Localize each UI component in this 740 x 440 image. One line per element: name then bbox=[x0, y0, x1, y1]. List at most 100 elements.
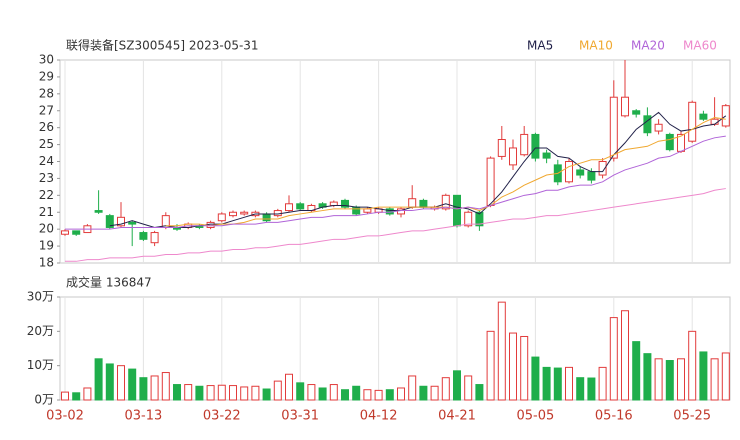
volume-bar bbox=[94, 358, 103, 401]
candle-body bbox=[632, 110, 641, 115]
x-tick-label: 03-22 bbox=[203, 409, 241, 424]
volume-bar bbox=[520, 335, 529, 401]
volume-bar bbox=[352, 385, 361, 401]
volume-bar bbox=[195, 385, 204, 401]
volume-bar bbox=[509, 332, 517, 401]
candle-body bbox=[419, 199, 428, 208]
candle-body bbox=[262, 213, 271, 222]
y-tick-label: 26 bbox=[39, 120, 54, 134]
x-tick-label: 04-12 bbox=[360, 409, 398, 424]
volume-bar bbox=[710, 358, 719, 401]
candle-body bbox=[341, 199, 349, 208]
volume-bar bbox=[240, 386, 249, 401]
volume-bar bbox=[251, 385, 260, 401]
volume-bar bbox=[553, 367, 562, 401]
volume-bar bbox=[609, 317, 618, 401]
candle-body bbox=[531, 133, 540, 159]
volume-bar bbox=[161, 372, 170, 401]
volume-bar bbox=[273, 380, 282, 401]
volume-bar bbox=[665, 360, 674, 401]
x-tick-label: 03-02 bbox=[46, 409, 84, 424]
candle-body bbox=[598, 161, 607, 176]
y-tick-label: 23 bbox=[39, 171, 54, 185]
volume-bar bbox=[307, 384, 316, 401]
volume-bar bbox=[206, 385, 215, 401]
candle-body bbox=[542, 152, 551, 159]
volume-bar bbox=[531, 356, 540, 401]
volume-bar bbox=[419, 385, 428, 401]
y-tick-label: 30 bbox=[39, 53, 54, 67]
legend-label: MA10 bbox=[579, 39, 613, 53]
y-tick-label: 25 bbox=[39, 137, 54, 151]
candle-body bbox=[105, 215, 114, 228]
volume-bar bbox=[329, 384, 338, 401]
price-frame bbox=[59, 59, 731, 264]
volume-bar bbox=[565, 366, 573, 401]
volume-bar bbox=[654, 358, 663, 401]
x-tick-label: 05-05 bbox=[517, 409, 555, 424]
volume-bar bbox=[341, 389, 349, 401]
volume-bar bbox=[262, 388, 271, 401]
candle-body bbox=[285, 203, 293, 212]
x-tick-label: 03-31 bbox=[281, 409, 319, 424]
volume-bar bbox=[72, 392, 81, 401]
volume-bar bbox=[598, 366, 607, 401]
candle-body bbox=[117, 216, 125, 227]
y-tick-label: 20 bbox=[39, 222, 54, 236]
volume-frame bbox=[59, 296, 731, 401]
y-tick-label: 24 bbox=[39, 154, 54, 168]
volume-bar bbox=[318, 387, 327, 401]
volume-bar bbox=[363, 389, 372, 401]
volume-bar bbox=[217, 384, 226, 401]
candle-body bbox=[61, 230, 69, 235]
y-tick-label: 29 bbox=[39, 69, 54, 83]
volume-bar bbox=[632, 341, 641, 401]
chart-title: 联得装备[SZ300545] 2023-05-31 bbox=[66, 38, 259, 53]
candle-body bbox=[576, 169, 585, 176]
legend-label: MA5 bbox=[527, 39, 553, 53]
volume-bar bbox=[475, 384, 484, 401]
candle-body bbox=[654, 123, 663, 132]
x-tick-label: 03-13 bbox=[125, 409, 163, 424]
y-tick-label: 18 bbox=[39, 256, 54, 270]
volume-bar bbox=[486, 330, 495, 401]
volume-bar bbox=[150, 375, 159, 401]
candle-body bbox=[710, 118, 719, 125]
volume-title: 成交量 136847 bbox=[66, 275, 152, 290]
x-tick-label: 04-21 bbox=[438, 409, 476, 424]
volume-bar bbox=[105, 363, 114, 401]
y-tick-label: 21 bbox=[39, 205, 54, 219]
candle-body bbox=[497, 139, 506, 157]
volume-bar bbox=[721, 352, 730, 401]
y-tick-label: 27 bbox=[39, 103, 54, 117]
volume-bar bbox=[699, 351, 708, 401]
volume-bar bbox=[83, 387, 92, 401]
candle-body bbox=[565, 161, 573, 183]
volume-bar bbox=[542, 366, 551, 401]
y-tick-label: 20万 bbox=[27, 324, 54, 338]
volume-bar bbox=[173, 384, 181, 401]
candle-body bbox=[72, 230, 81, 235]
candle-body bbox=[453, 194, 461, 227]
candle-body bbox=[520, 133, 529, 156]
volume-bar bbox=[285, 373, 293, 401]
candle-body bbox=[699, 113, 708, 120]
candle-body bbox=[464, 211, 473, 227]
candle-body bbox=[587, 171, 596, 181]
legend-label: MA20 bbox=[631, 39, 665, 53]
volume-bar bbox=[441, 377, 450, 401]
volume-bar bbox=[397, 387, 405, 401]
candle-body bbox=[229, 211, 237, 217]
candle-body bbox=[363, 208, 372, 213]
volume-bar bbox=[184, 384, 193, 401]
y-tick-label: 28 bbox=[39, 86, 54, 100]
y-tick-label: 30万 bbox=[27, 290, 54, 304]
x-tick-label: 05-25 bbox=[673, 409, 711, 424]
candle-body bbox=[296, 203, 305, 210]
candle-body bbox=[352, 206, 361, 215]
volume-bar bbox=[374, 389, 383, 401]
candle-body bbox=[94, 210, 103, 213]
candle-body bbox=[643, 115, 652, 134]
y-tick-label: 19 bbox=[39, 239, 54, 253]
volume-bar bbox=[430, 385, 439, 401]
